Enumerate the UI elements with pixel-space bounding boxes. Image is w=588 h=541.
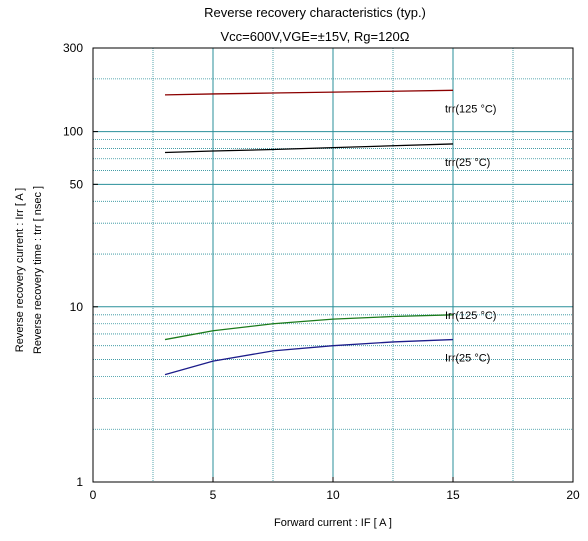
y-tick-label: 50 <box>70 177 84 191</box>
x-tick-label: 10 <box>326 488 340 502</box>
series-label: Irr(25 °C) <box>445 353 490 365</box>
chart-title: Reverse recovery characteristics (typ.) <box>204 5 426 20</box>
series-line <box>164 314 454 341</box>
y-tick-label: 1 <box>76 475 83 489</box>
series-label: trr(25 °C) <box>445 157 490 169</box>
y-axis-title-irr: Reverse recovery current : Irr [ A ] <box>14 188 26 352</box>
x-axis-title: Forward current : IF [ A ] <box>274 517 392 529</box>
grid-layer <box>93 48 573 482</box>
series-line <box>164 89 454 96</box>
chart-subtitle: Vcc=600V,VGE=±15V, Rg=120Ω <box>220 29 409 44</box>
series-label-layer: trr(125 °C) trr(25 °C) Irr(125 °C) Irr(25 °… <box>445 103 496 364</box>
x-tick-label: 5 <box>210 488 217 502</box>
series-label: Irr(125 °C) <box>445 310 496 322</box>
x-tick-label: 0 <box>90 488 97 502</box>
y-tick-label: 300 <box>63 41 83 55</box>
series-line <box>164 143 454 154</box>
x-tick-label: 15 <box>446 488 460 502</box>
series-line <box>164 338 454 376</box>
x-tick-label: 20 <box>566 488 580 502</box>
y-axis-title-trr: Reverse recovery time : trr [ nsec ] <box>32 186 44 354</box>
series-label: trr(125 °C) <box>445 103 496 115</box>
tick-layer: 0 5 10 15 20 1 10 50 100 300 <box>63 41 580 502</box>
series-layer <box>164 89 454 376</box>
y-tick-label: 100 <box>63 125 83 139</box>
y-tick-label: 10 <box>70 300 84 314</box>
